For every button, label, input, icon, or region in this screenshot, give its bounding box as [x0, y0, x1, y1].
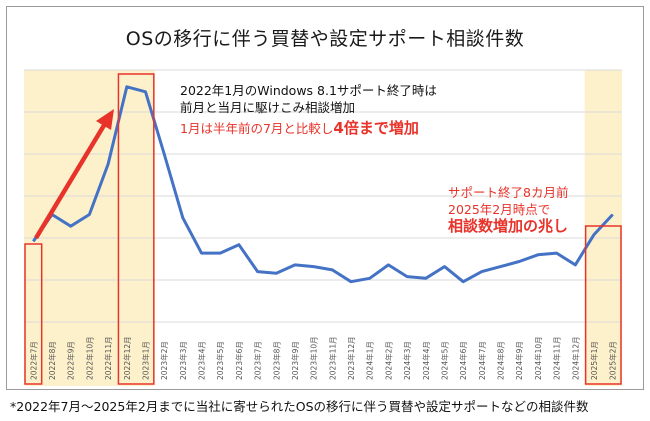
x-tick-labels: 2022年7月 2022年8月 2022年9月 2022年10月 2022年11月 202… [28, 336, 617, 380]
x-tick-label-30: 2025年1月 [589, 341, 599, 380]
highlight-box-2 [584, 225, 622, 385]
x-tick-label-2: 2022年9月 [66, 341, 76, 380]
recent-annotation-line3: 相談数増加の兆し [448, 217, 569, 235]
x-tick-label-6: 2023年1月 [140, 341, 150, 380]
x-tick-label-25: 2024年8月 [496, 341, 506, 380]
x-tick-label-7: 2023年2月 [159, 341, 169, 380]
x-tick-label-15: 2023年10月 [309, 336, 319, 380]
peak-annotation-line2: 前月と当月に駆けこみ相談増加 [180, 100, 356, 115]
x-tick-label-31: 2025年2月 [608, 341, 618, 380]
x-tick-label-20: 2024年3月 [402, 341, 412, 380]
x-tick-label-18: 2024年1月 [365, 341, 375, 380]
x-tick-label-12: 2023年7月 [253, 341, 263, 380]
highlight-box-0 [24, 243, 43, 385]
x-tick-label-22: 2024年5月 [439, 341, 449, 380]
footnote: *2022年7月～2025年2月までに当社に寄せられたOSの移行に伴う買替や設定… [10, 399, 589, 414]
x-tick-label-9: 2023年4月 [197, 341, 207, 380]
x-tick-label-21: 2024年4月 [421, 341, 431, 380]
series-polyline [32, 85, 614, 284]
x-tick-label-13: 2023年8月 [271, 341, 281, 380]
x-tick-label-11: 2023年6月 [234, 341, 244, 380]
series-line [32, 85, 614, 284]
x-tick-label-8: 2023年3月 [178, 341, 188, 380]
x-tick-label-3: 2022年10月 [84, 336, 94, 380]
x-tick-label-0: 2022年7月 [28, 341, 38, 380]
peak-annotation-line3-bold: 4倍まで増加 [333, 119, 419, 137]
chart-title: OSの移行に伴う買替や設定サポート相談件数 [125, 28, 525, 50]
highlight-bands [24, 70, 622, 386]
highlight-box-1 [117, 73, 155, 385]
x-tick-label-26: 2024年9月 [514, 341, 524, 380]
trend-arrow-shaft [34, 120, 108, 240]
trend-arrow [34, 109, 114, 240]
x-tick-label-10: 2023年5月 [215, 341, 225, 380]
x-tick-label-28: 2024年11月 [552, 336, 562, 380]
peak-annotation-line1: 2022年1月のWindows 8.1サポート終了時は [180, 83, 437, 98]
gridlines [24, 69, 622, 323]
x-tick-label-24: 2024年7月 [477, 341, 487, 380]
x-tick-label-14: 2023年9月 [290, 341, 300, 380]
x-tick-label-16: 2023年11月 [327, 336, 337, 380]
x-tick-label-29: 2024年12月 [570, 336, 580, 380]
recent-annotation-line2: 2025年2月時点で [448, 202, 551, 217]
peak-annotation-line3-prefix: 1月は半年前の7月と比較し [180, 121, 334, 136]
x-tick-label-17: 2023年12月 [346, 336, 356, 380]
x-tick-label-4: 2022年11月 [103, 336, 113, 380]
peak-annotation-line3: 1月は半年前の7月と比較し4倍まで増加 [180, 120, 437, 137]
peak-annotation: 2022年1月のWindows 8.1サポート終了時は 前月と当月に駆けこみ相談… [180, 82, 437, 137]
x-tick-label-23: 2024年6月 [458, 341, 468, 380]
x-tick-label-19: 2024年2月 [383, 341, 393, 380]
recent-annotation-line1: サポート終了8カ月前 [448, 185, 569, 200]
highlight-band-1 [117, 70, 155, 386]
highlight-boxes [24, 73, 622, 385]
recent-annotation: サポート終了8カ月前 2025年2月時点で 相談数増加の兆し [448, 184, 568, 235]
trend-arrow-head [96, 109, 114, 130]
highlight-band-2 [584, 70, 622, 386]
x-tick-label-5: 2022年12月 [122, 336, 132, 380]
x-tick-label-27: 2024年10月 [533, 336, 543, 380]
x-tick-label-1: 2022年8月 [47, 341, 57, 380]
